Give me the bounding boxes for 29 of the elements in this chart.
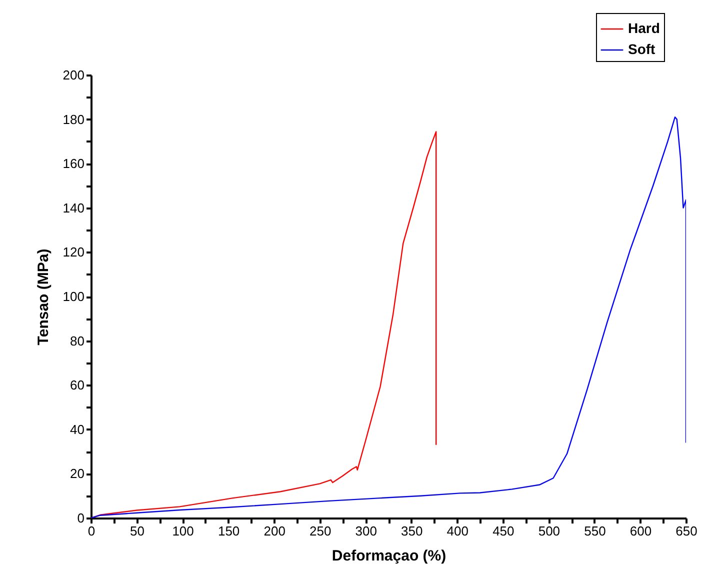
x-tick-label: 200 [264, 524, 286, 538]
legend-label: Hard [628, 20, 660, 36]
y-axis-title: Tensao (MPa) [34, 248, 52, 346]
x-tick-label: 300 [355, 524, 377, 538]
y-tick-label: 180 [62, 112, 84, 127]
y-tick-label: 0 [77, 510, 84, 526]
y-tick-label: 20 [70, 466, 84, 482]
x-tick-label: 150 [218, 524, 240, 538]
x-tick-label: 250 [309, 524, 332, 538]
x-tick-label: 400 [446, 524, 469, 538]
y-tick-label: 140 [62, 200, 84, 216]
y-tick-label: 60 [70, 378, 84, 393]
y-tick-label: 200 [62, 68, 84, 82]
x-tick-label: 350 [401, 524, 423, 538]
legend-label: Soft [628, 41, 656, 57]
y-tick-label: 80 [70, 333, 84, 348]
x-tick-label: 100 [172, 524, 194, 538]
x-axis-title: Deformaçao (%) [332, 548, 446, 564]
y-tick-label: 160 [62, 156, 84, 172]
x-tick-label: 650 [676, 524, 698, 538]
y-tick-label: 120 [62, 244, 84, 260]
x-tick-label: 600 [630, 524, 652, 538]
y-tick-label: 40 [70, 422, 84, 437]
x-tick-label: 0 [88, 524, 96, 538]
x-tick-label: 500 [538, 524, 560, 538]
x-tick-label: 450 [492, 524, 514, 538]
x-tick-label: 550 [584, 524, 606, 538]
x-tick-label: 50 [130, 524, 145, 538]
y-tick-label: 100 [62, 289, 84, 304]
